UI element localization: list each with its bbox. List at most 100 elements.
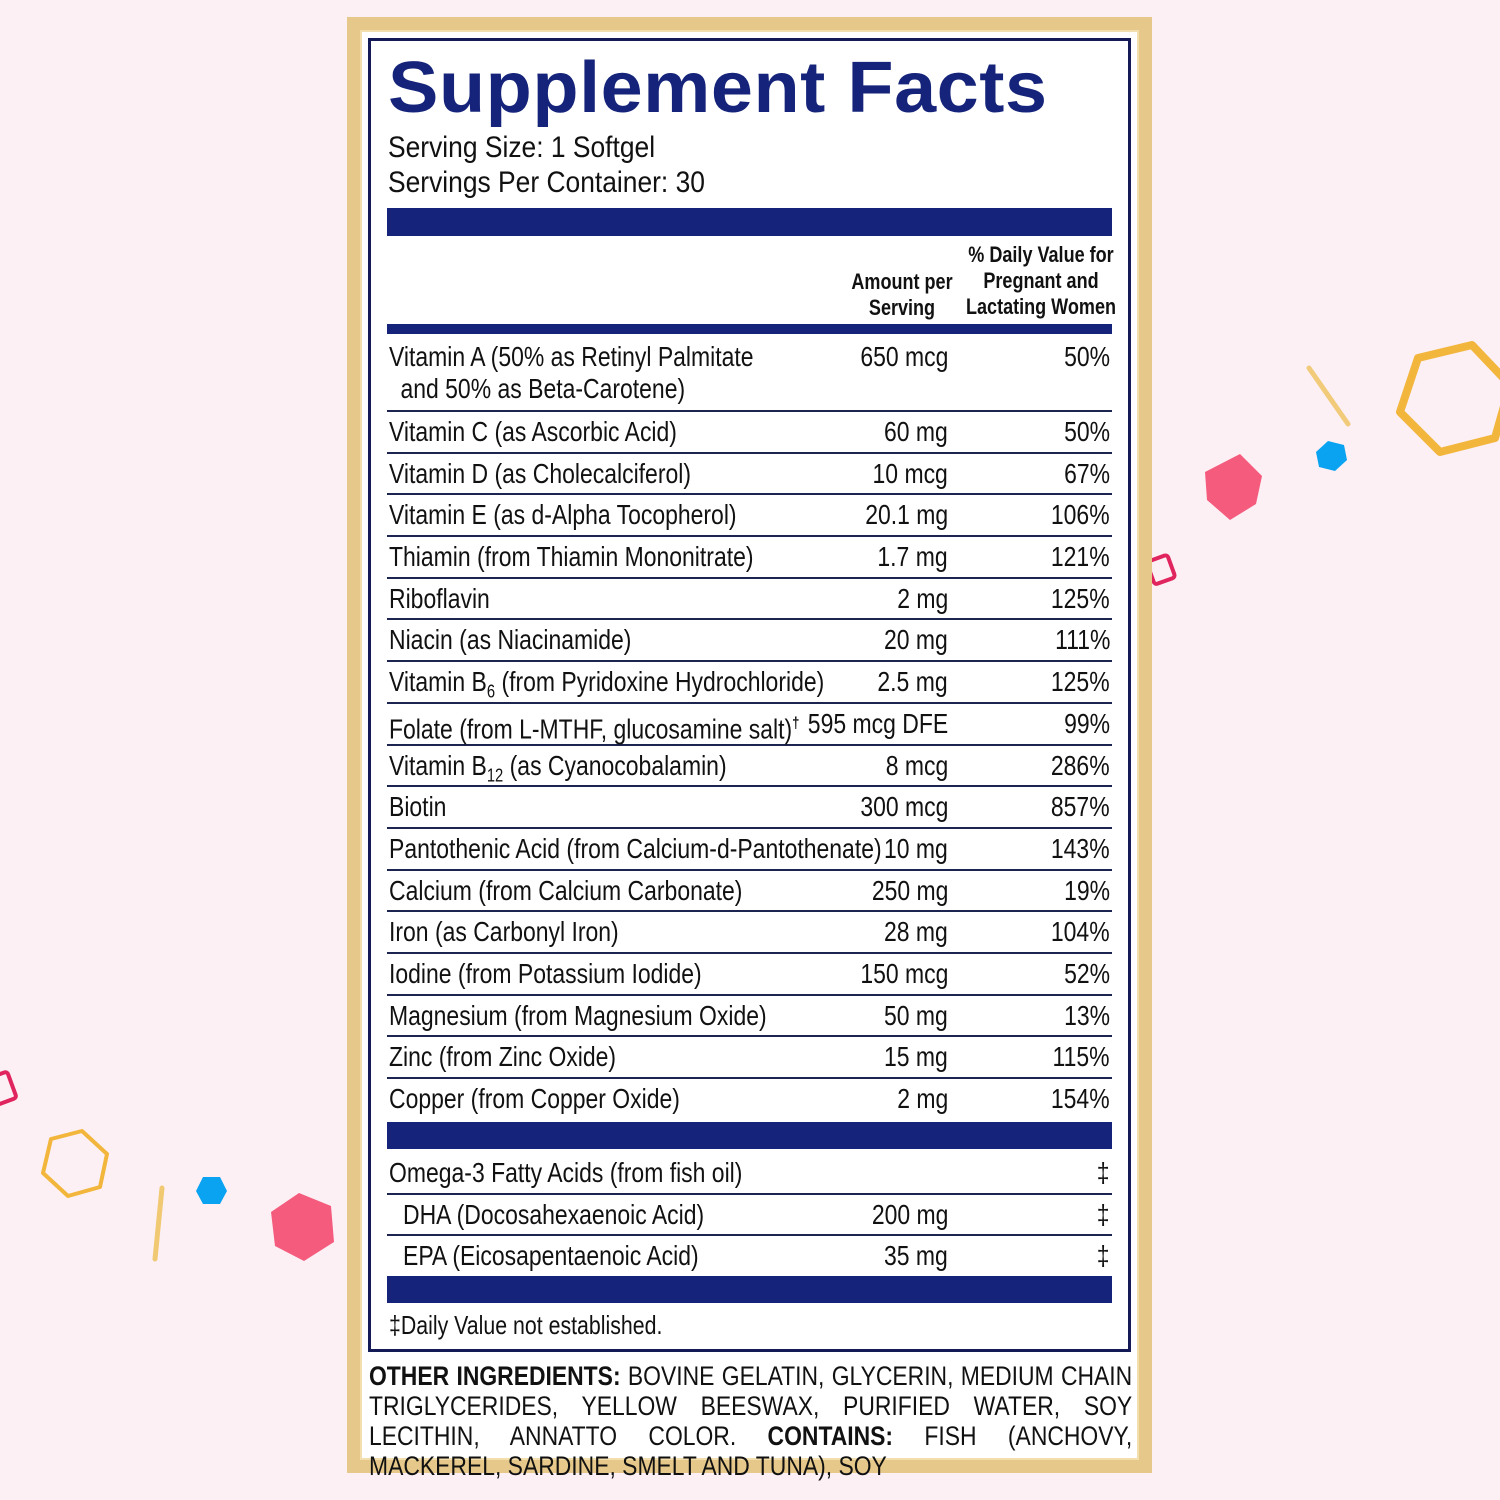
nutrient-daily-value: 154% <box>1051 1083 1110 1114</box>
divider-bar-top <box>387 208 1112 236</box>
header-line: Serving <box>868 295 936 320</box>
column-header-daily-value: % Daily Value for Pregnant and Lactating… <box>963 242 1119 320</box>
nutrient-daily-value: 125% <box>1051 666 1110 698</box>
table-row: Magnesium (from Magnesium Oxide) 50 mg 1… <box>387 996 1112 1038</box>
nutrient-name: Vitamin E (as d-Alpha Tocopherol) <box>389 499 737 531</box>
nutrient-daily-value: 106% <box>1051 499 1110 531</box>
fatty-acids-table: Omega-3 Fatty Acids (from fish oil) ‡ DH… <box>387 1153 1112 1278</box>
nutrient-daily-value: 13% <box>1064 999 1110 1031</box>
nutrient-name: Folate (from L-MTHF, glucosamine salt)† <box>389 713 800 745</box>
nutrient-daily-value: 143% <box>1051 832 1110 864</box>
table-row: Vitamin C (as Ascorbic Acid) 60 mg 50% <box>387 412 1112 454</box>
nutrients-table: Vitamin A (50% as Retinyl Palmitate and 5… <box>387 337 1112 1121</box>
nutrient-amount: 650 mcg <box>859 341 948 372</box>
nutrient-daily-value: ‡ <box>1097 1198 1110 1230</box>
nutrient-daily-value: 50% <box>1064 341 1110 372</box>
nutrient-daily-value: ‡ <box>1097 1240 1110 1272</box>
nutrient-name: Iodine (from Potassium Iodide) <box>389 957 702 989</box>
nutrient-name: Omega-3 Fatty Acids (from fish oil) <box>389 1157 743 1188</box>
nutrient-daily-value: 52% <box>1064 957 1110 989</box>
table-row: Thiamin (from Thiamin Mononitrate) 1.7 m… <box>387 537 1112 579</box>
nutrient-amount: 20 mg <box>884 624 948 656</box>
servings-per-container: Servings Per Container: 30 <box>388 166 705 199</box>
table-row: DHA (Docosahexaenoic Acid) 200 mg ‡ <box>387 1195 1112 1237</box>
nutrient-daily-value: 121% <box>1051 541 1110 573</box>
table-row: Copper (from Copper Oxide) 2 mg 154% <box>387 1079 1112 1121</box>
nutrient-amount: 35 mg <box>884 1240 948 1272</box>
nutrient-daily-value: ‡ <box>1097 1157 1110 1188</box>
contains-label: CONTAINS: <box>767 1421 894 1451</box>
nutrient-daily-value: 286% <box>1051 749 1110 781</box>
nutrient-amount: 595 mcg DFE <box>807 707 948 739</box>
table-row: Biotin 300 mcg 857% <box>387 787 1112 829</box>
nutrient-name: Vitamin B6 (from Pyridoxine Hydrochlorid… <box>389 666 825 702</box>
nutrient-name: Vitamin B12 (as Cyanocobalamin) <box>389 749 727 786</box>
table-row: Iron (as Carbonyl Iron) 28 mg 104% <box>387 912 1112 954</box>
nutrient-name: Thiamin (from Thiamin Mononitrate) <box>389 541 754 573</box>
blue-hexagon-icon <box>1316 441 1347 471</box>
nutrient-daily-value: 115% <box>1052 1041 1110 1073</box>
nutrient-daily-value: 125% <box>1051 582 1110 614</box>
nutrient-amount: 50 mg <box>884 999 948 1031</box>
header-line: Pregnant and <box>983 268 1099 293</box>
table-row: Calcium (from Calcium Carbonate) 250 mg … <box>387 871 1112 913</box>
nutrient-amount: 2 mg <box>896 582 948 614</box>
nutrient-amount: 1.7 mg <box>877 541 948 573</box>
serving-size: Serving Size: 1 Softgel <box>388 131 656 164</box>
blue-hexagon-icon <box>196 1177 227 1204</box>
nutrient-amount: 8 mcg <box>885 749 948 781</box>
supplement-facts-panel: Supplement Facts Serving Size: 1 Softgel… <box>368 38 1131 1352</box>
table-row: Riboflavin 2 mg 125% <box>387 579 1112 621</box>
table-row: Zinc (from Zinc Oxide) 15 mg 115% <box>387 1037 1112 1079</box>
other-ingredients-label: OTHER INGREDIENTS: <box>369 1361 621 1391</box>
nutrient-daily-value: 104% <box>1051 916 1110 948</box>
header-line: Amount per <box>851 269 953 294</box>
table-row: Omega-3 Fatty Acids (from fish oil) ‡ <box>387 1153 1112 1195</box>
nutrient-amount: 20.1 mg <box>865 499 948 531</box>
nutrient-name: Vitamin C (as Ascorbic Acid) <box>389 416 677 447</box>
pink-hexagon-icon <box>271 1193 334 1261</box>
gold-streak-icon <box>152 1185 165 1262</box>
nutrient-name: Zinc (from Zinc Oxide) <box>389 1041 617 1073</box>
table-row: Vitamin B6 (from Pyridoxine Hydrochlorid… <box>387 662 1112 704</box>
nutrient-name: Copper (from Copper Oxide) <box>389 1083 680 1114</box>
magenta-square-outline-icon <box>0 1070 18 1108</box>
pink-hexagon-icon <box>1205 454 1262 520</box>
page-title: Supplement Facts <box>388 48 1048 128</box>
divider-bar-header <box>387 324 1112 334</box>
nutrient-amount: 150 mcg <box>859 957 948 989</box>
nutrient-name: Iron (as Carbonyl Iron) <box>389 916 619 948</box>
table-row: Vitamin D (as Cholecalciferol) 10 mcg 67… <box>387 454 1112 496</box>
nutrient-amount: 2.5 mg <box>877 666 948 698</box>
nutrient-name: Niacin (as Niacinamide) <box>389 624 632 656</box>
nutrient-amount: 2 mg <box>896 1083 948 1114</box>
nutrient-name: Vitamin D (as Cholecalciferol) <box>389 457 691 489</box>
table-row: Vitamin A (50% as Retinyl Palmitate and 5… <box>387 337 1112 412</box>
nutrient-name: Pantothenic Acid (from Calcium-d-Pantoth… <box>389 832 882 864</box>
gold-hexagon-outline-icon <box>1396 341 1500 456</box>
nutrient-amount: 10 mg <box>884 832 948 864</box>
gold-streak-icon <box>1306 365 1351 427</box>
nutrient-daily-value: 99% <box>1064 707 1110 739</box>
gold-hexagon-outline-icon <box>41 1129 109 1198</box>
nutrient-amount: 10 mcg <box>872 457 948 489</box>
table-row: Vitamin E (as d-Alpha Tocopherol) 20.1 m… <box>387 495 1112 538</box>
other-ingredients-text: BOVINE GELATIN, GLYCERIN, MEDIUM CHAIN T… <box>369 1361 1133 1451</box>
nutrient-daily-value: 67% <box>1064 457 1110 489</box>
table-row: Pantothenic Acid (from Calcium-d-Pantoth… <box>387 829 1112 871</box>
nutrient-name: Vitamin A (50% as Retinyl Palmitate and 5… <box>389 341 754 404</box>
contains-text: FISH (ANCHOVY, MACKEREL, SARDINE, SMELT … <box>369 1421 1133 1481</box>
header-line: Lactating Women <box>965 294 1117 319</box>
nutrient-name: Biotin <box>389 791 447 823</box>
nutrient-daily-value: 19% <box>1064 874 1110 906</box>
nutrient-daily-value: 857% <box>1051 791 1110 823</box>
nutrient-daily-value: 111% <box>1054 624 1110 656</box>
nutrient-amount: 60 mg <box>884 416 948 447</box>
divider-bar-bottom <box>387 1276 1112 1303</box>
nutrient-amount: 250 mg <box>871 874 948 906</box>
other-ingredients: OTHER INGREDIENTS: BOVINE GELATIN, GLYCE… <box>369 1361 1132 1481</box>
table-row: Niacin (as Niacinamide) 20 mg 111% <box>387 620 1112 663</box>
footnote: ‡Daily Value not established. <box>389 1310 663 1340</box>
nutrient-amount: 200 mg <box>871 1198 948 1230</box>
